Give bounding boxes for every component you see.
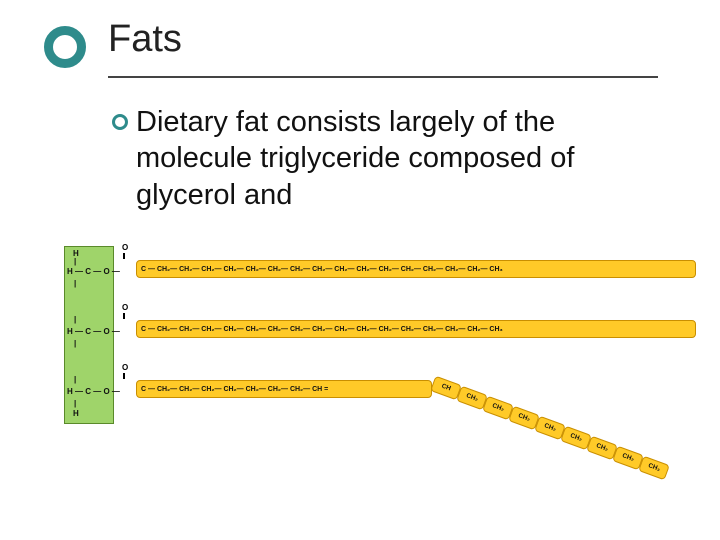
slide-title: Fats bbox=[108, 18, 660, 61]
body-area: Dietary fat consists largely of the mole… bbox=[136, 104, 660, 213]
carbonyl-group: O bbox=[118, 364, 136, 390]
triglyceride-diagram: H | H — C — O — | H — C — O — | | H — C — O — | |… bbox=[64, 246, 684, 506]
glycerol-atom: | bbox=[74, 258, 76, 266]
glycerol-atom: | bbox=[74, 400, 76, 408]
fatty-acid-bent-segment: CH₃ bbox=[638, 456, 670, 481]
carbonyl-group: O bbox=[118, 304, 136, 330]
title-area: Fats bbox=[108, 18, 660, 61]
glycerol-atom: H — C — O — bbox=[67, 268, 120, 276]
glycerol-atom: | bbox=[74, 280, 76, 288]
bullet-text: Dietary fat consists largely of the mole… bbox=[136, 104, 660, 213]
carbonyl-group: O bbox=[118, 244, 136, 270]
fatty-acid-chain: C — CH₂— CH₂— CH₂— CH₂— CH₂— CH₂— CH₂— C… bbox=[136, 320, 696, 338]
title-underline bbox=[108, 76, 658, 78]
slide: Fats Dietary fat consists largely of the… bbox=[0, 0, 720, 540]
glycerol-atom: H — C — O — bbox=[67, 388, 120, 396]
fatty-acid-chain: C — CH₂— CH₂— CH₂— CH₂— CH₂— CH₂— CH₂— C… bbox=[136, 380, 432, 398]
glycerol-atom: | bbox=[74, 340, 76, 348]
glycerol-atom: | bbox=[74, 376, 76, 384]
accent-ring-icon bbox=[44, 26, 86, 68]
bullet-row: Dietary fat consists largely of the mole… bbox=[136, 104, 660, 213]
glycerol-atom: | bbox=[74, 316, 76, 324]
fatty-acid-chain: C — CH₂— CH₂— CH₂— CH₂— CH₂— CH₂— CH₂— C… bbox=[136, 260, 696, 278]
glycerol-atom: H — C — O — bbox=[67, 328, 120, 336]
bullet-icon bbox=[112, 114, 128, 130]
glycerol-atom: H bbox=[73, 410, 79, 418]
